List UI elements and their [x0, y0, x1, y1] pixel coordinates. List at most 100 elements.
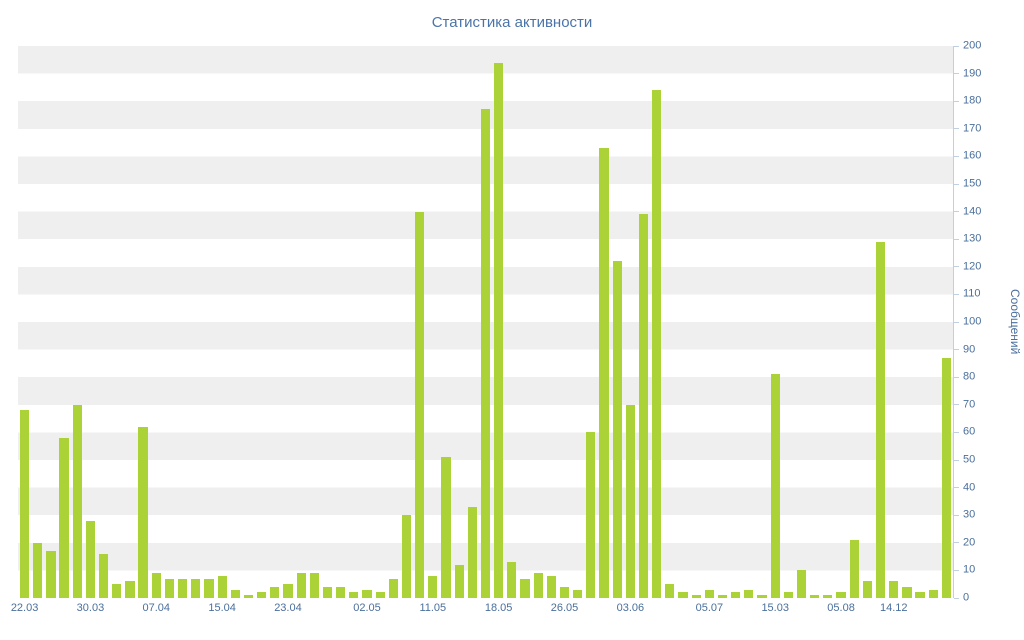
bar: [770, 374, 780, 598]
y-tick-label: 160: [963, 149, 982, 162]
bar: [875, 241, 886, 598]
bar: [836, 592, 846, 598]
y-tick-mark: [954, 404, 959, 406]
y-tick-mark: [954, 487, 959, 489]
bar: [454, 564, 464, 598]
y-tick-label: 110: [963, 287, 981, 300]
y-tick-mark: [954, 514, 959, 516]
y-tick-mark: [954, 349, 959, 351]
bar: [717, 595, 728, 598]
bar: [191, 578, 201, 598]
y-tick-mark: [954, 321, 959, 323]
bar: [309, 573, 319, 598]
bar: [678, 592, 688, 598]
bar: [915, 592, 925, 598]
bar: [507, 562, 517, 598]
y-tick-mark: [954, 155, 959, 157]
bar: [441, 457, 451, 598]
bar: [810, 595, 820, 598]
bar: [691, 595, 701, 598]
y-tick-label: 200: [963, 39, 982, 52]
bar: [599, 148, 609, 598]
y-axis-title: Сообщений: [1008, 289, 1022, 355]
bar: [72, 404, 82, 598]
bar: [46, 551, 56, 598]
bar: [164, 578, 175, 598]
y-axis: 0 10 20 30 40 50 60 70 80 90 100 110 120 130 140 150 160…: [953, 40, 988, 603]
x-tick-label: 05.08: [827, 602, 855, 614]
bar: [230, 589, 240, 598]
bar: [59, 437, 69, 598]
bar: [98, 553, 109, 598]
x-tick-label: 14.12: [879, 602, 908, 614]
bar: [375, 592, 385, 598]
bar: [704, 589, 714, 598]
bar: [401, 515, 412, 598]
bar: [151, 573, 161, 598]
y-tick-mark: [954, 431, 959, 433]
y-tick-label: 180: [963, 94, 982, 107]
y-tick-mark: [954, 293, 959, 295]
y-tick-mark: [954, 266, 959, 268]
bar: [625, 404, 635, 598]
bar: [217, 575, 227, 598]
x-tick-label: 07.04: [142, 602, 171, 614]
y-tick-label: 10: [963, 563, 976, 576]
bar: [125, 581, 135, 598]
y-tick-label: 120: [963, 260, 982, 273]
x-tick-label: 03.06: [616, 602, 645, 614]
x-tick-label: 18.05: [484, 602, 513, 614]
y-tick-mark: [954, 238, 959, 240]
bar: [336, 586, 346, 598]
bar: [559, 586, 570, 598]
y-tick-mark: [954, 542, 959, 544]
x-tick-label: 23.04: [274, 602, 302, 614]
bar: [33, 542, 43, 598]
bar: [270, 586, 280, 598]
bar: [665, 584, 675, 598]
bar: [941, 357, 951, 598]
y-tick-mark: [954, 211, 959, 213]
y-tick-mark: [954, 569, 959, 571]
bar: [849, 540, 859, 598]
y-tick-mark: [954, 45, 959, 47]
bar: [349, 592, 359, 598]
bar: [902, 586, 912, 598]
bar: [612, 261, 622, 598]
y-tick-label: 50: [963, 453, 976, 466]
x-axis: 22.03 30.03 07.04 15.04 23.04 02.05 11.05 18.05…: [11, 602, 953, 622]
bar: [388, 578, 398, 598]
bar: [494, 62, 504, 598]
y-tick-mark: [954, 459, 959, 461]
x-tick-label: 11.05: [419, 602, 447, 614]
x-tick-label: 15.03: [761, 602, 789, 614]
y-tick-label: 30: [963, 508, 976, 521]
bar: [19, 410, 30, 598]
x-tick-label: 15.04: [208, 602, 236, 614]
bar: [652, 90, 662, 598]
y-tick-mark: [954, 183, 959, 185]
bar: [744, 589, 754, 598]
y-tick-mark: [954, 73, 959, 75]
bar: [322, 586, 333, 598]
bar: [928, 589, 938, 598]
y-tick-label: 20: [963, 536, 976, 549]
x-tick-label: 30.03: [76, 602, 105, 614]
bar: [731, 592, 741, 598]
bar: [178, 578, 188, 598]
y-tick-label: 100: [963, 315, 982, 328]
y-tick-label: 140: [963, 205, 982, 218]
y-tick-label: 190: [963, 67, 982, 80]
bar: [757, 595, 767, 598]
bar: [283, 584, 293, 598]
bar: [138, 426, 148, 598]
y-tick-mark: [954, 597, 959, 599]
x-tick-label: 26.05: [550, 602, 579, 614]
bar: [296, 573, 306, 598]
bar: [204, 578, 214, 598]
bar: [480, 109, 491, 598]
bar: [467, 506, 477, 598]
bar: [257, 592, 267, 598]
bar: [243, 595, 254, 598]
